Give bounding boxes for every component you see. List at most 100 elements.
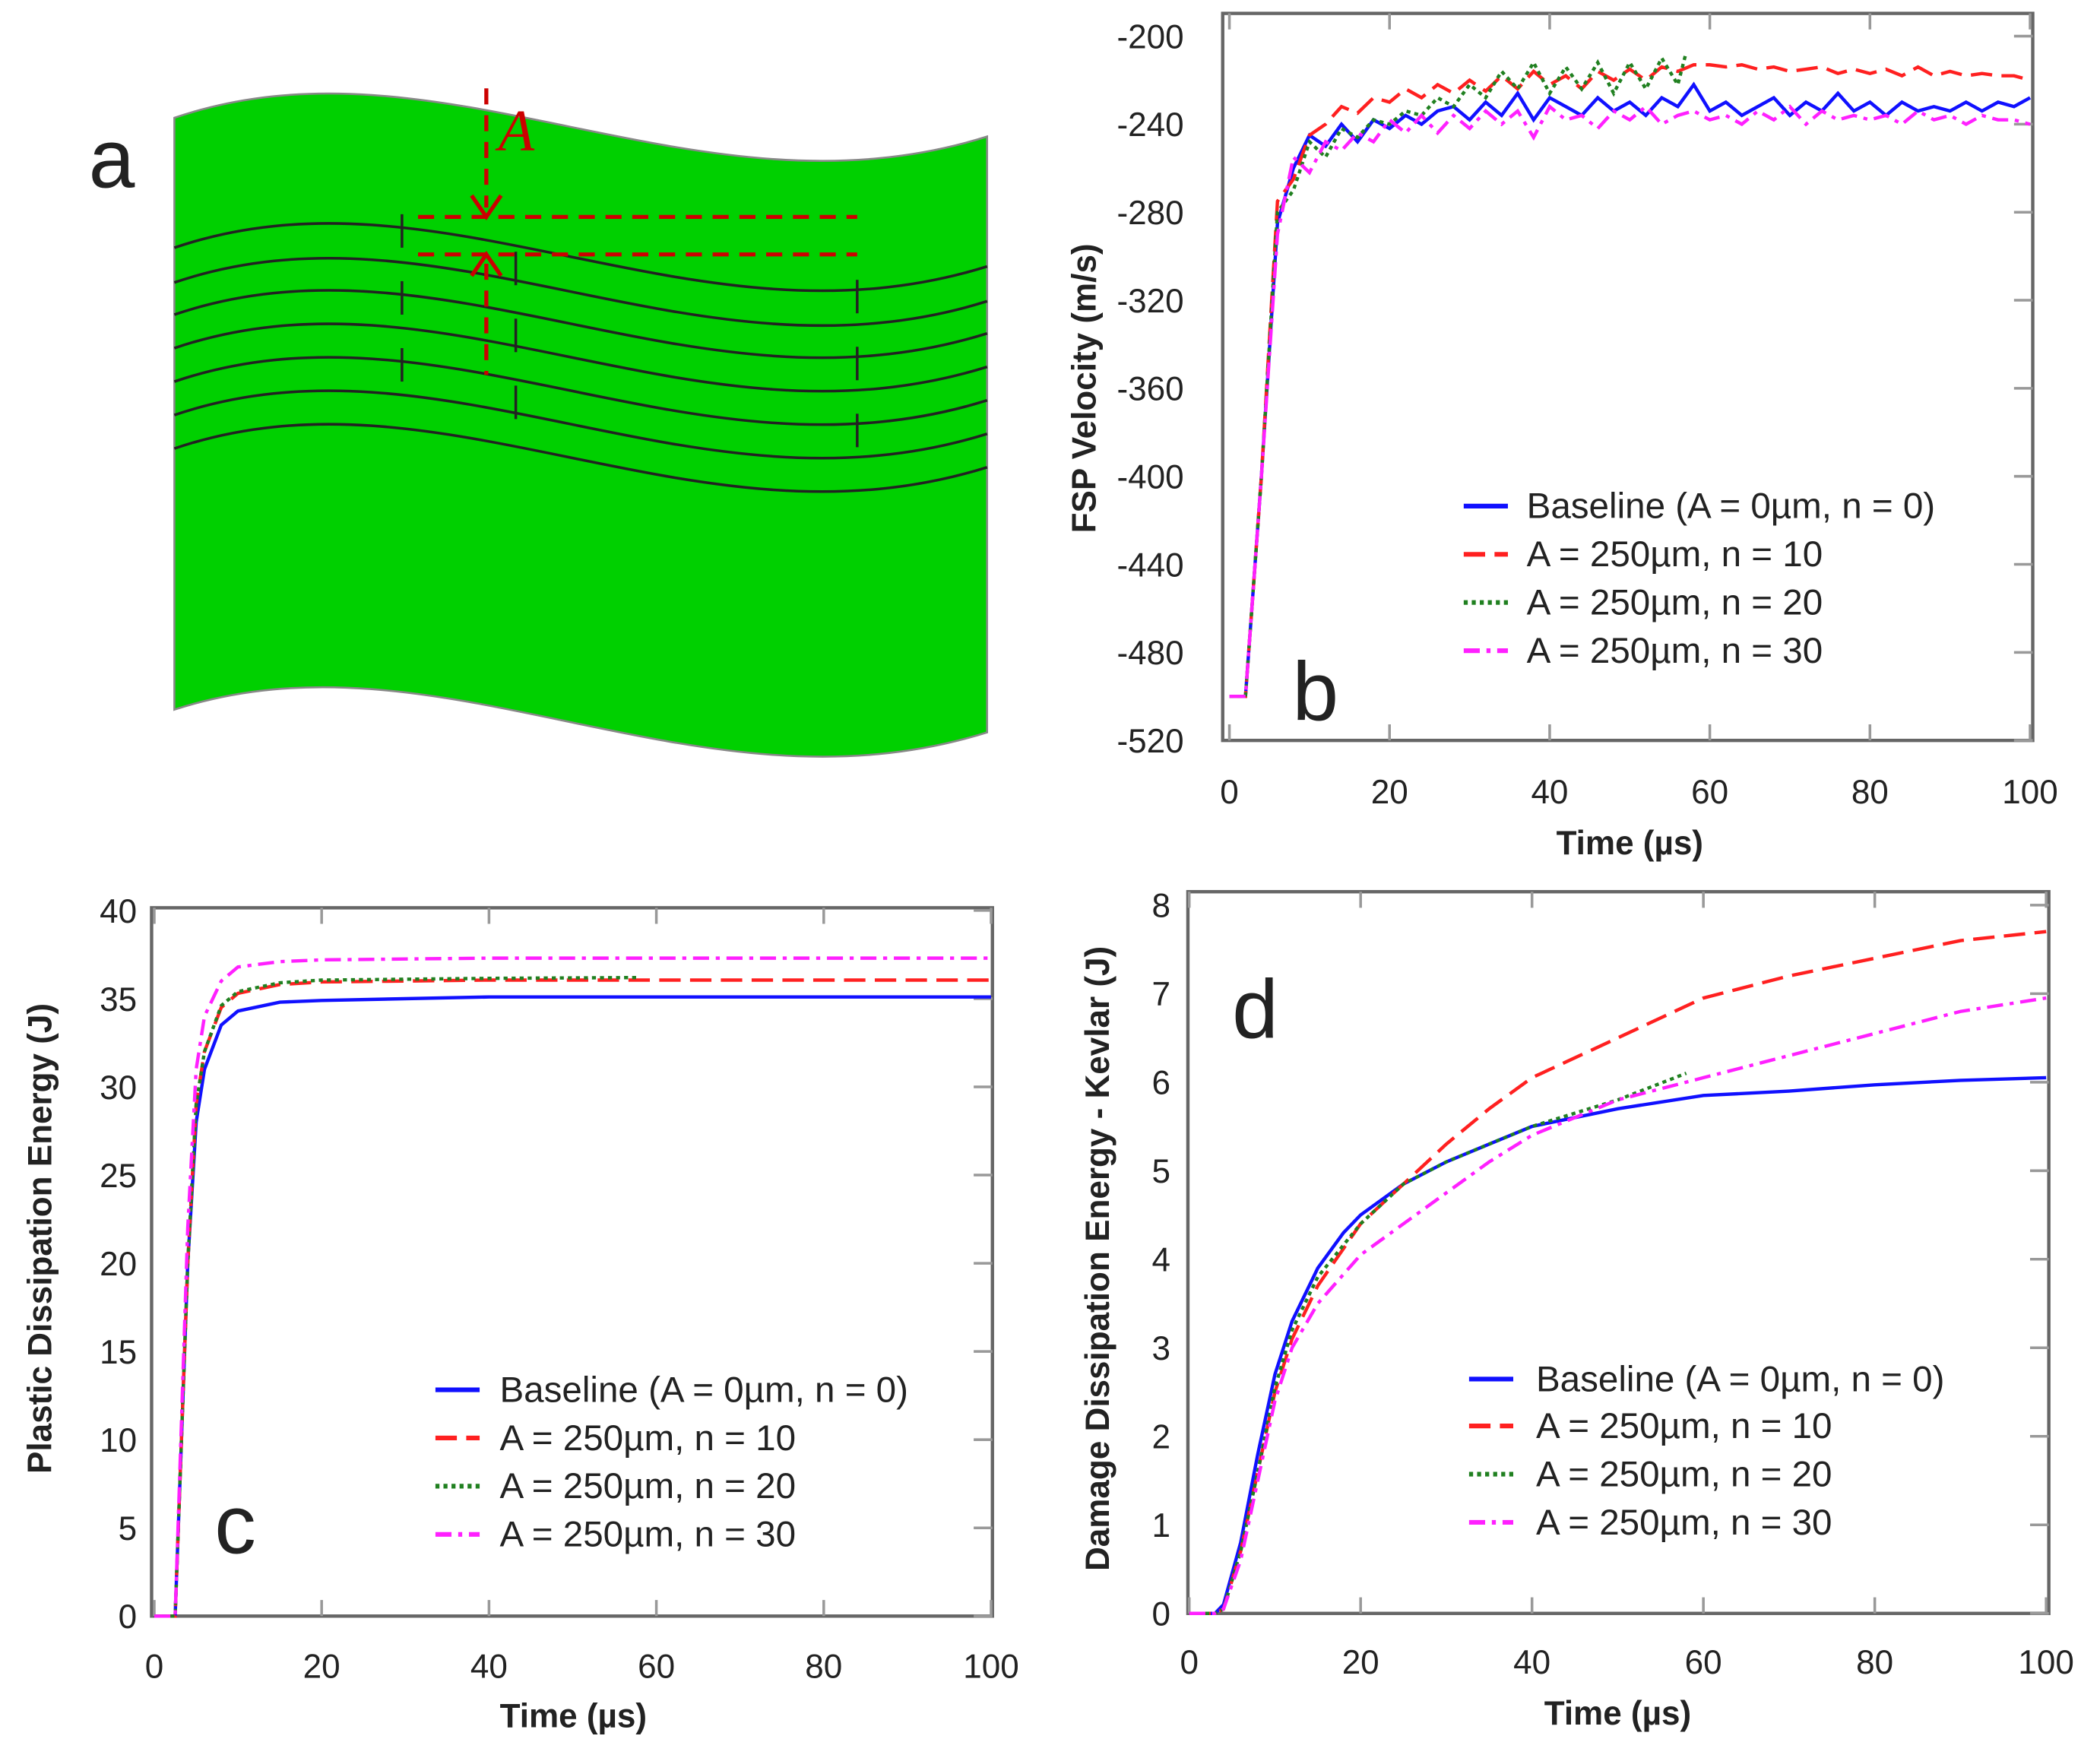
x-axis-label: Time (µs) — [500, 1697, 647, 1734]
y-tick-label: -240 — [1117, 106, 1184, 144]
y-tick-label: 10 — [100, 1422, 137, 1459]
series-line-baseline — [1189, 1075, 2047, 1615]
panel-label-c: c — [214, 1478, 256, 1571]
chart-panel-c: 0 20 40 60 80 100 0 5 10 15 20 25 30 35 40 Time (µs) Pla… — [21, 893, 1018, 1735]
ply-line — [173, 423, 988, 493]
y-tick-label: -320 — [1117, 283, 1184, 320]
y-tick-label: 1 — [1152, 1507, 1171, 1544]
y-tick-label: -280 — [1117, 195, 1184, 232]
x-tick-label: 0 — [1220, 774, 1239, 811]
ply-seams — [401, 214, 859, 448]
legend-label: A = 250µm, n = 20 — [499, 1466, 796, 1506]
legend-label: A = 250µm, n = 30 — [1536, 1503, 1832, 1543]
series-line-n20 — [154, 975, 640, 1618]
legend: Baseline (A = 0µm, n = 0) A = 250µm, n = … — [1468, 1359, 1944, 1543]
y-tick-label: 0 — [1152, 1596, 1171, 1633]
legend-label: A = 250µm, n = 30 — [499, 1515, 796, 1555]
x-tick-label: 0 — [1180, 1644, 1199, 1681]
x-axis-label: Time (µs) — [1557, 825, 1703, 862]
series-line-n10 — [1229, 63, 2031, 698]
y-tick-label: -360 — [1117, 371, 1184, 408]
y-tick-label: 7 — [1152, 976, 1171, 1013]
y-tick-label: 3 — [1152, 1330, 1171, 1367]
legend-label: A = 250µm, n = 20 — [1527, 583, 1823, 623]
y-tick-label: 6 — [1152, 1065, 1171, 1102]
plot-frame — [150, 906, 994, 1618]
y-tick-label: 20 — [100, 1246, 137, 1283]
x-tick-label: 100 — [2018, 1644, 2073, 1681]
y-tick-label: 5 — [119, 1510, 138, 1547]
x-tick-label: 20 — [1371, 774, 1408, 811]
arrow-up-icon — [470, 251, 503, 277]
y-tick-label: 8 — [1152, 888, 1171, 925]
y-tick-label: 35 — [100, 981, 137, 1018]
x-tick-label: 0 — [145, 1648, 164, 1685]
panel-label-a: a — [89, 113, 135, 206]
y-tick-label: -480 — [1117, 635, 1184, 672]
y-tick-label: -440 — [1117, 546, 1184, 584]
chart-panel-b: 0 20 40 60 80 100 -520 -480 -440 -400 -360 -320 -280… — [1066, 11, 2058, 862]
x-tick-label: 100 — [2002, 774, 2057, 811]
x-tick-label: 40 — [1531, 774, 1568, 811]
x-tick-label: 40 — [470, 1648, 508, 1685]
y-tick-label: 25 — [100, 1158, 137, 1195]
ply-line — [173, 257, 988, 328]
series-line-n20 — [1229, 53, 1688, 698]
y-tick-label: 15 — [100, 1334, 137, 1371]
legend-label: A = 250µm, n = 30 — [1527, 631, 1823, 671]
legend-label: Baseline (A = 0µm, n = 0) — [499, 1370, 907, 1410]
legend: Baseline (A = 0µm, n = 0) A = 250µm, n = … — [1463, 486, 1935, 671]
chart-panel-d: 0 20 40 60 80 100 0 1 2 3 4 5 6 7 8 Time (µs) Damage Dis… — [1079, 888, 2074, 1732]
y-tick-label: 5 — [1152, 1153, 1171, 1190]
ply-lines — [173, 222, 988, 493]
x-tick-label: 40 — [1513, 1644, 1550, 1681]
x-tick-label: 60 — [638, 1648, 675, 1685]
legend-label: Baseline (A = 0µm, n = 0) — [1536, 1359, 1944, 1399]
ply-line — [173, 389, 988, 460]
y-tick-label: 4 — [1152, 1242, 1171, 1279]
charts: 0 20 40 60 80 100-520-480-440-400-360-320-280… — [21, 11, 2074, 1735]
ply-line — [173, 356, 988, 426]
x-tick-label: 20 — [1342, 1644, 1379, 1681]
legend-label: A = 250µm, n = 10 — [1536, 1406, 1832, 1446]
series-line-n30 — [1189, 996, 2047, 1615]
legend-label: A = 250µm, n = 10 — [499, 1418, 796, 1459]
x-axis-label: Time (µs) — [1544, 1695, 1691, 1732]
panel-a-schematic: A a — [89, 88, 989, 758]
legend: Baseline (A = 0µm, n = 0) A = 250µm, n = … — [435, 1370, 908, 1555]
y-tick-label: 40 — [100, 893, 137, 930]
amplitude-annotation — [418, 88, 857, 375]
plot-frame — [1221, 11, 2035, 743]
legend-label: A = 250µm, n = 20 — [1536, 1454, 1832, 1494]
series-line-n10 — [154, 978, 991, 1618]
series-line-n30 — [1229, 103, 2031, 698]
panel-label-b: b — [1292, 646, 1338, 739]
x-tick-label: 60 — [1685, 1644, 1722, 1681]
x-tick-label: 20 — [303, 1648, 340, 1685]
x-tick-label: 60 — [1691, 774, 1728, 811]
ply-line — [173, 289, 988, 360]
plot-frame — [1186, 890, 2051, 1615]
ply-line — [173, 222, 988, 293]
amplitude-label: A — [495, 97, 535, 163]
y-tick-label: -520 — [1117, 723, 1184, 760]
x-tick-label: 80 — [1856, 1644, 1893, 1681]
legend-label: A = 250µm, n = 10 — [1527, 534, 1823, 575]
series-line-n30 — [154, 956, 991, 1618]
y-tick-label: 2 — [1152, 1419, 1171, 1456]
y-axis-label: FSP Velocity (m/s) — [1066, 243, 1103, 533]
y-tick-label: 30 — [100, 1069, 137, 1107]
y-axis-label: Damage Dissipation Energy - Kevlar (J) — [1079, 946, 1117, 1571]
y-tick-label: -200 — [1117, 18, 1184, 55]
x-tick-label: 80 — [805, 1648, 842, 1685]
y-tick-label: 0 — [119, 1598, 138, 1636]
y-axis-label: Plastic Dissipation Energy (J) — [21, 1003, 59, 1474]
x-tick-label: 80 — [1851, 774, 1889, 811]
x-tick-label: 100 — [963, 1648, 1018, 1685]
ply-line — [173, 322, 988, 393]
arrow-down-icon — [470, 194, 503, 221]
panel-label-d: d — [1232, 963, 1278, 1056]
y-tick-label: -400 — [1117, 459, 1184, 496]
legend-label: Baseline (A = 0µm, n = 0) — [1527, 486, 1935, 527]
